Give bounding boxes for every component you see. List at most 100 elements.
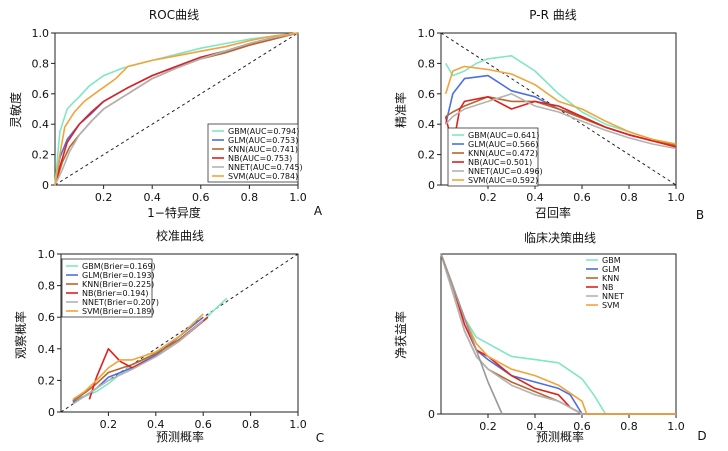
x-axis-label: 召回率 xyxy=(535,205,571,220)
x-axis-label: 1−特异度 xyxy=(147,205,201,220)
panel-a: 0.2 0.4 0.6 0.8 1.0 0 0.2 0.4 0.6 0.8 1.0 GBM(AUC=0… xyxy=(8,8,323,220)
x-tick-label: 1.0 xyxy=(289,418,307,431)
legend-label: KNN(AUC=0.472) xyxy=(468,149,538,158)
panel-letter: A xyxy=(314,204,323,218)
y-tick-label: 0.4 xyxy=(38,343,56,356)
panel-b: 0.2 0.4 0.6 0.8 1.0 0 0.2 0.4 0.6 0.8 1.0 GBM(AUC=0… xyxy=(393,8,704,222)
legend-label: GLM xyxy=(602,265,620,274)
x-tick-label: 0.6 xyxy=(573,191,591,204)
x-tick-label: 0.8 xyxy=(242,418,260,431)
legend-label: NB xyxy=(602,283,613,292)
series-line-svm xyxy=(440,253,676,415)
legend-box xyxy=(447,127,539,187)
y-tick-label: 0.8 xyxy=(418,57,436,70)
x-axis-label: 预测概率 xyxy=(536,429,584,444)
y-tick-label: 0 xyxy=(428,408,435,421)
chart-title: 临床决策曲线 xyxy=(524,231,596,245)
legend-label: GBM xyxy=(602,256,621,265)
legend-label: NNET(AUC=0.745) xyxy=(228,163,303,172)
y-axis-label: 观察概率 xyxy=(13,311,28,359)
legend-label: GLM(AUC=0.566) xyxy=(468,140,538,149)
y-tick-label: 1.0 xyxy=(32,27,50,40)
series-line-gbm xyxy=(54,32,299,186)
panel-letter: B xyxy=(696,208,704,222)
x-tick-label: 0.4 xyxy=(147,418,165,431)
series-line-all xyxy=(440,253,503,415)
legend-label: GBM(AUC=0.641) xyxy=(468,131,539,140)
plot-frame xyxy=(54,32,299,186)
series-line-nnet xyxy=(72,319,204,405)
x-tick-label: 0.6 xyxy=(194,418,212,431)
panel-c: 0.2 0.4 0.6 0.8 1.0 0 0.2 0.4 0.6 0.8 1.0 GBM(Brier… xyxy=(13,228,324,445)
legend-label: SVM(AUC=0.592) xyxy=(468,176,538,185)
legend: GBM(AUC=0.641)GLM(AUC=0.566)KNN(AUC=0.47… xyxy=(447,127,543,187)
x-tick-label: 1.0 xyxy=(289,191,307,204)
chart-title: ROC曲线 xyxy=(149,8,199,22)
y-tick-label: 0.6 xyxy=(418,88,436,101)
legend-box xyxy=(207,123,299,183)
panel-letter: C xyxy=(316,431,324,445)
legend-label: GLM(AUC=0.753) xyxy=(228,136,298,145)
legend-label: NB(Brier=0.194) xyxy=(82,289,149,298)
series-line-svm xyxy=(444,65,677,145)
legend-label: KNN(Brier=0.225) xyxy=(82,280,154,289)
plot-frame xyxy=(440,32,677,186)
legend-label: SVM(Brier=0.189) xyxy=(82,307,155,316)
y-tick-label: 0.2 xyxy=(38,374,56,387)
legend-label: NNET xyxy=(602,292,624,301)
plot-frame xyxy=(60,253,299,413)
legend-label: GBM(Brier=0.169) xyxy=(82,262,156,271)
series-line-nb xyxy=(444,96,677,148)
legend-label: GLM(Brier=0.193) xyxy=(82,271,155,280)
series-line-nnet xyxy=(440,253,676,415)
y-tick-label: 0 xyxy=(428,179,435,192)
series-line-knn xyxy=(72,319,204,402)
panel-letter: D xyxy=(697,429,706,443)
x-tick-label: 0.8 xyxy=(241,191,259,204)
y-axis-label: 精准率 xyxy=(393,92,408,128)
y-tick-label: 0.4 xyxy=(418,118,436,131)
y-tick-label: 0.2 xyxy=(32,149,50,162)
x-tick-label: 0.2 xyxy=(100,418,118,431)
chart-title: 校准曲线 xyxy=(156,228,204,243)
y-tick-label: 0.4 xyxy=(32,118,50,131)
legend: GBM(AUC=0.794)GLM(AUC=0.753)KNN(AUC=0.74… xyxy=(207,123,303,183)
y-tick-label: 0.2 xyxy=(418,149,436,162)
y-axis-label: 灵敏度 xyxy=(8,92,23,128)
y-tick-label: 1.0 xyxy=(418,27,436,40)
y-tick-label: 0.6 xyxy=(38,311,56,324)
x-tick-label: 0.6 xyxy=(192,191,210,204)
x-tick-label: 0.4 xyxy=(526,420,544,433)
series-line-knn xyxy=(440,253,676,415)
x-tick-label: 0.8 xyxy=(620,420,638,433)
legend-box xyxy=(61,258,153,318)
y-tick-label: 0 xyxy=(48,406,55,419)
series-line-nb xyxy=(440,253,676,415)
x-tick-label: 0.6 xyxy=(573,420,591,433)
series-line-nnet xyxy=(445,93,677,150)
legend-label: NNET(Brier=0.207) xyxy=(82,298,159,307)
legend-label: NB(AUC=0.753) xyxy=(228,154,292,163)
legend-label: SVM(AUC=0.784) xyxy=(228,172,298,181)
chart-title: P-R 曲线 xyxy=(529,8,576,22)
series-line-glm xyxy=(440,253,676,415)
legend: GBM(Brier=0.169)GLM(Brier=0.193)KNN(Brie… xyxy=(61,258,159,318)
x-tick-label: 0.2 xyxy=(479,420,497,433)
series-line-nnet xyxy=(54,32,299,186)
x-tick-label: 0.4 xyxy=(526,191,544,204)
legend-label: SVM xyxy=(602,301,620,310)
x-tick-label: 0.8 xyxy=(620,191,638,204)
x-tick-label: 0.2 xyxy=(95,191,113,204)
y-tick-label: 0.8 xyxy=(32,57,50,70)
series-line-svm xyxy=(54,32,299,186)
series-line-gbm xyxy=(440,253,676,415)
y-axis-label: 净获益率 xyxy=(393,311,408,359)
legend-label: NNET(AUC=0.496) xyxy=(468,167,543,176)
x-tick-label: 0.4 xyxy=(143,191,161,204)
x-tick-label: 1.0 xyxy=(667,420,685,433)
y-tick-label: 0 xyxy=(42,179,49,192)
legend-label: KNN(AUC=0.741) xyxy=(228,145,298,154)
y-tick-label: 1.0 xyxy=(38,248,56,261)
